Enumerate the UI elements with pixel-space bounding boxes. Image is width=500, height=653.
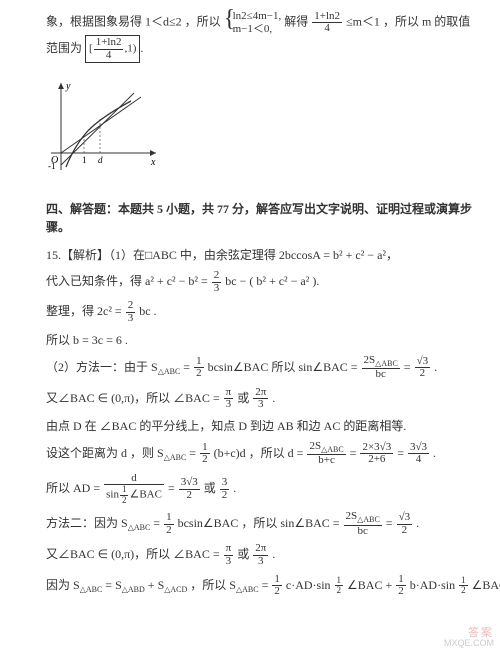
- svg-text:1: 1: [82, 155, 87, 165]
- section-heading: 四、解答题：本题共 5 小题，共 77 分，解答应写出文字说明、证明过程或演算步…: [46, 200, 472, 236]
- text: ≤m＜1: [346, 14, 380, 28]
- q15-result: 所以 b = 3c = 6 .: [46, 331, 472, 349]
- bac-range: 又∠BAC ∈ (0,π)，所以 ∠BAC = π3 或 2π3 .: [46, 387, 472, 411]
- fraction: 3√32: [179, 477, 200, 501]
- fraction: 3√34: [408, 442, 429, 466]
- svg-text:y: y: [65, 81, 71, 92]
- bac-range-2: 又∠BAC ∈ (0,π)，所以 ∠BAC = π3 或 2π3 .: [46, 543, 472, 567]
- method1-line: （2）方法一：由于 S△ABC = 12 bcsin∠BAC 所以 sin∠BA…: [46, 355, 472, 381]
- ad-line: 所以 AD = d sin12∠BAC = 3√32 或 32 .: [46, 473, 472, 505]
- fraction: √32: [397, 512, 413, 536]
- fraction: 1+ln24: [94, 37, 124, 61]
- fraction: 23: [126, 300, 136, 324]
- q15-substitute: 代入已知条件，得 a² + c² − b² = 23 bc − ( b² + c…: [46, 270, 472, 294]
- area-decompose: 因为 S△ABC = S△ABD + S△ACD ，所以 S△ABC = 12 …: [46, 574, 472, 598]
- fraction: 12: [164, 512, 174, 536]
- fraction: 2π3: [253, 543, 268, 567]
- fraction: π3: [224, 387, 234, 411]
- svg-text:d: d: [98, 155, 103, 165]
- text: 象，根据图象易得: [46, 14, 142, 28]
- watermark: 答案 MXQE.COM: [444, 627, 494, 649]
- fraction: 32: [220, 477, 230, 501]
- text: 1＜d≤2: [145, 14, 182, 28]
- distance-line: 设这个距离为 d ，则 S△ABC = 12 (b+c)d ，所以 d = 2S…: [46, 441, 472, 467]
- fraction: 2×3√32+6: [360, 442, 393, 466]
- fraction: 2S△ABCb+c: [307, 441, 345, 467]
- svg-text:-1: -1: [48, 161, 56, 171]
- svg-text:x: x: [150, 157, 156, 168]
- fraction: π3: [224, 543, 234, 567]
- method2-line: 方法二：因为 S△ABC = 12 bcsin∠BAC ，所以 sin∠BAC …: [46, 511, 472, 537]
- brace-row: ln2≤4m−1,: [233, 10, 282, 23]
- answer-box: [1+ln24,1): [85, 35, 140, 63]
- fraction: 12: [200, 442, 210, 466]
- q15-part1-lead: 15.【解析】（1）在□ABC 中，由余弦定理得 2bccosA = b² + …: [46, 246, 472, 264]
- fraction: 12: [396, 574, 406, 598]
- fraction: 23: [212, 270, 222, 294]
- fraction: 2π3: [253, 387, 268, 411]
- top-conclusion: 象，根据图象易得 1＜d≤2 ，所以 ln2≤4m−1, m−1＜0, 解得 1…: [46, 10, 472, 63]
- q15-tidy: 整理，得 2c² = 23 bc .: [46, 300, 472, 324]
- fraction: 12: [194, 356, 204, 380]
- function-graph: y x O 1 d -1: [36, 75, 166, 175]
- fraction: 2S△ABCbc: [362, 355, 400, 381]
- text: 解得: [284, 14, 308, 28]
- fraction: 2S△ABCbc: [344, 511, 382, 537]
- fraction-big: d sin12∠BAC: [104, 473, 164, 505]
- fraction: 12: [459, 576, 468, 596]
- fraction: 12: [120, 485, 129, 505]
- fraction: √32: [415, 356, 431, 380]
- brace-row: m−1＜0,: [233, 23, 282, 36]
- fraction: 12: [335, 576, 344, 596]
- bisector-note: 由点 D 在 ∠BAC 的平分线上，知点 D 到边 AB 和边 AC 的距离相等…: [46, 417, 472, 435]
- text: ，所以: [185, 14, 221, 28]
- fraction: 12: [272, 574, 282, 598]
- brace-system: ln2≤4m−1, m−1＜0,: [224, 10, 282, 35]
- fraction: 1+ln2 4: [312, 11, 342, 35]
- watermark-bottom: MXQE.COM: [444, 639, 494, 649]
